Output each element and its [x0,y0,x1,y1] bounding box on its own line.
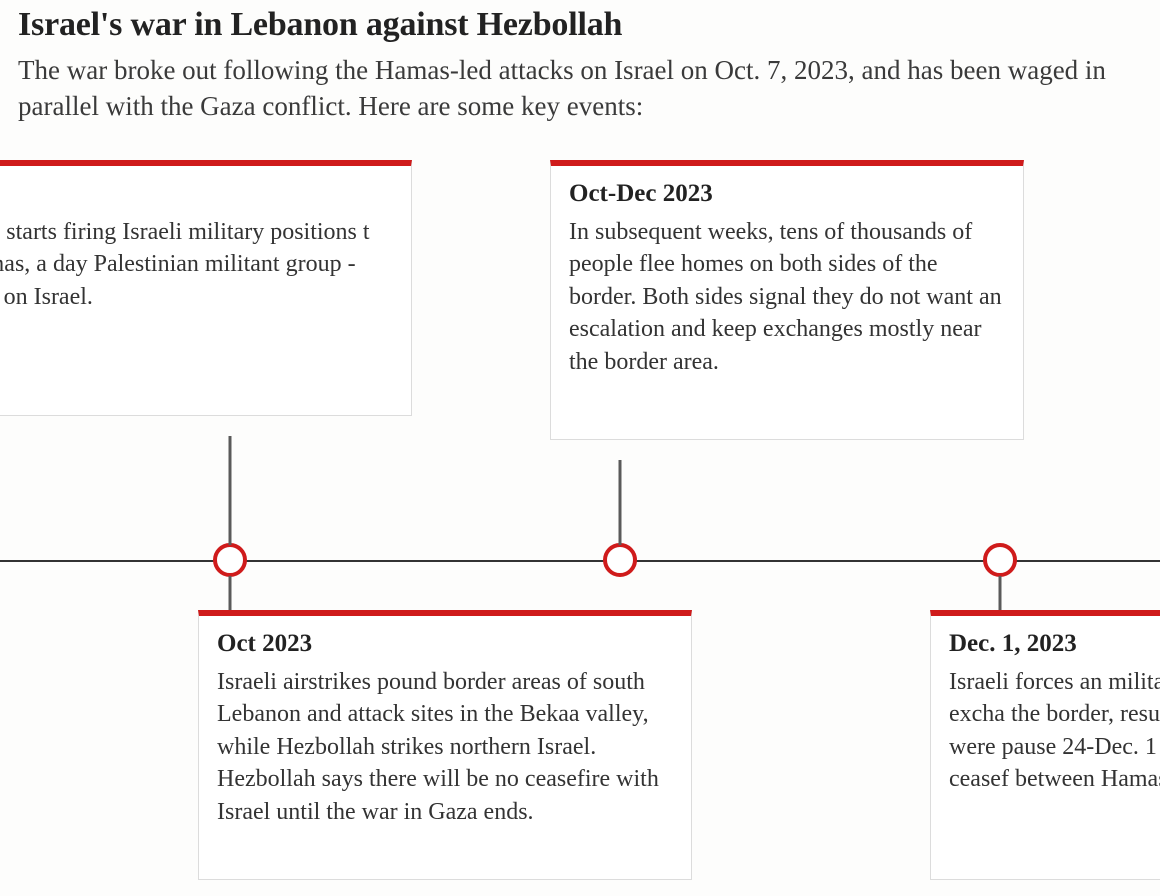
timeline-card: Oct-Dec 2023 In subsequent weeks, tens o… [550,160,1024,440]
timeline-node [603,543,637,577]
timeline-connector [619,460,622,545]
timeline-card: Dec. 1, 2023 Israeli forces an militants… [930,610,1160,880]
timeline-card: Oct 2023 Israeli airstrikes pound border… [198,610,692,880]
card-date: Oct-Dec 2023 [569,180,1005,208]
timeline-connector [999,576,1002,610]
timeline-node [983,543,1017,577]
timeline-infographic: Israel's war in Lebanon against Hezbolla… [0,0,1160,896]
card-date: Oct 2023 [217,630,673,658]
timeline-connector [229,436,232,545]
card-date: 23 [0,180,393,208]
card-date: Dec. 1, 2023 [949,630,1160,658]
timeline-connector [229,576,232,610]
card-body: Israeli forces an militants excha the bo… [949,666,1160,796]
card-body: In subsequent weeks, tens of thousands o… [569,216,1005,378]
card-body: Israeli airstrikes pound border areas of… [217,666,673,828]
page-title: Israel's war in Lebanon against Hezbolla… [18,6,622,44]
timeline-card: 23 ked Hezbollah starts firing Israeli m… [0,160,412,416]
page-subtitle: The war broke out following the Hamas-le… [18,52,1136,125]
timeline-node [213,543,247,577]
card-body: ked Hezbollah starts firing Israeli mili… [0,216,393,313]
